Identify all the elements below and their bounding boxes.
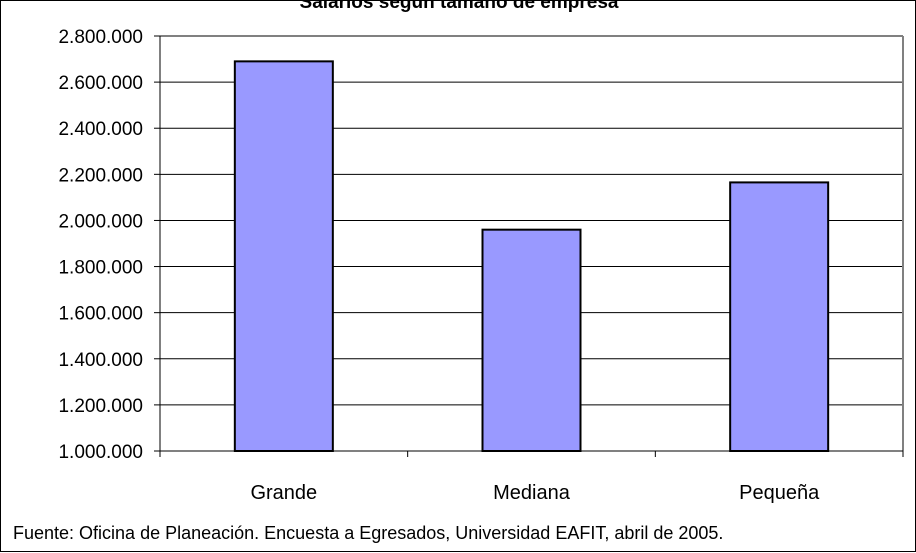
y-tick-label: 1.400.000	[58, 350, 143, 371]
y-tick-label: 2.200.000	[58, 165, 143, 186]
y-tick-label: 2.600.000	[58, 73, 143, 94]
y-tick-label: 2.800.000	[58, 27, 143, 48]
y-tick-label: 2.400.000	[58, 119, 143, 140]
source-note: Fuente: Oficina de Planeación. Encuesta …	[13, 523, 724, 543]
y-tick-label: 1.200.000	[58, 396, 143, 417]
axes	[154, 35, 904, 457]
chart-title: Salarios según tamaño de empresa	[299, 0, 619, 13]
x-category-labels: Grande Mediana Pequeña	[250, 482, 820, 504]
y-tick-label: 1.600.000	[58, 304, 143, 325]
y-tick-label: 1.800.000	[58, 258, 143, 279]
bar	[481, 228, 582, 452]
bar	[233, 60, 334, 452]
y-tick-labels: 1.000.000 1.200.000 1.400.000 1.600.000 1.80…	[58, 27, 143, 463]
x-category-label: Mediana	[493, 482, 571, 504]
x-category-label: Pequeña	[739, 482, 820, 504]
y-tick-label: 1.000.000	[58, 442, 143, 463]
y-tick-label: 2.000.000	[58, 211, 143, 232]
bars	[233, 60, 830, 452]
bar	[729, 181, 830, 452]
x-category-label: Grande	[250, 482, 317, 504]
